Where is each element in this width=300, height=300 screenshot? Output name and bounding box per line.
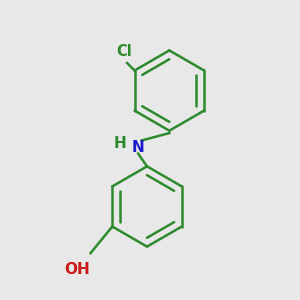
Text: Cl: Cl	[116, 44, 132, 59]
Text: OH: OH	[64, 262, 90, 277]
Text: N: N	[132, 140, 145, 154]
Text: H: H	[114, 136, 127, 151]
